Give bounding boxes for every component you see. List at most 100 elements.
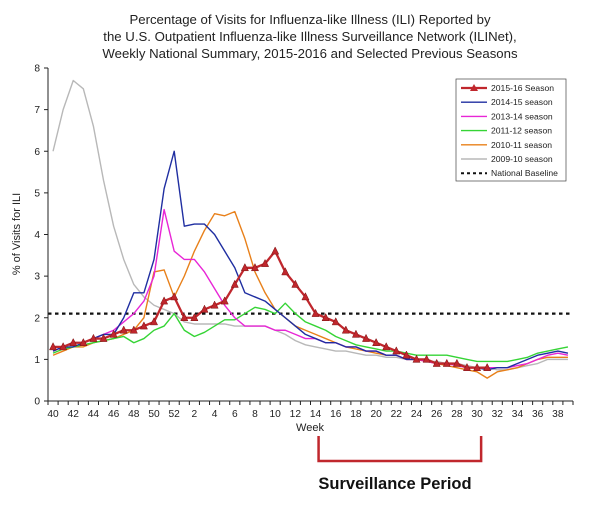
legend-label: 2011-12 season xyxy=(491,126,552,136)
data-point-2015-16 xyxy=(402,350,411,359)
x-tick-label: 22 xyxy=(391,409,403,420)
x-tick-label: 14 xyxy=(310,409,322,420)
data-point-2015-16 xyxy=(210,300,219,309)
data-point-2015-16 xyxy=(59,342,68,351)
data-point-2015-16 xyxy=(362,333,371,342)
data-point-2015-16 xyxy=(99,333,108,342)
y-tick-label: 0 xyxy=(34,397,40,408)
data-point-2015-16 xyxy=(79,337,88,346)
x-tick-label: 18 xyxy=(350,409,362,420)
legend: 2015-16 Season 2014-15 season 2013-14 seas… xyxy=(455,78,567,182)
series-line-2013-14-season xyxy=(52,208,569,369)
data-point-2015-16 xyxy=(271,246,280,255)
x-axis: 40 42 44 46 48 50 52 2 4 6 8 10 12 14 16 18 20 22 24 26 28 30… xyxy=(47,401,574,420)
x-tick-label: 48 xyxy=(128,409,140,420)
x-tick-label: 50 xyxy=(148,409,160,420)
data-point-2015-16 xyxy=(250,263,259,272)
data-point-2015-16 xyxy=(452,358,461,367)
legend-label: National Baseline xyxy=(491,168,558,178)
legend-label: 2015-16 Season xyxy=(491,83,554,93)
legend-marker xyxy=(470,84,478,91)
y-tick-label: 3 xyxy=(34,272,40,283)
data-point-2015-16 xyxy=(220,296,229,305)
data-point-2015-16 xyxy=(321,312,330,321)
data-point-2015-16 xyxy=(301,292,310,301)
x-tick-label: 4 xyxy=(212,409,218,420)
data-point-2015-16 xyxy=(139,321,148,330)
data-point-2015-16 xyxy=(372,337,381,346)
y-tick-label: 8 xyxy=(34,64,40,75)
data-point-2015-16 xyxy=(331,317,340,326)
legend-label: 2010-11 season xyxy=(491,140,552,150)
data-point-2015-16 xyxy=(170,292,179,301)
title-line-1: Percentage of Visits for Influenza-like … xyxy=(129,12,491,27)
title-line-2: the U.S. Outpatient Influenza-like Illne… xyxy=(103,29,516,44)
data-point-2015-16 xyxy=(473,362,482,371)
surveillance-bracket xyxy=(317,436,483,463)
axes xyxy=(47,68,573,402)
data-point-2015-16 xyxy=(382,342,391,351)
data-point-2015-16 xyxy=(129,325,138,334)
x-tick-label: 16 xyxy=(330,409,342,420)
x-tick-label: 6 xyxy=(232,409,238,420)
y-axis: 0 1 2 3 4 5 6 7 8 xyxy=(34,64,48,408)
data-point-2015-16 xyxy=(150,317,159,326)
x-tick-label: 28 xyxy=(451,409,463,420)
data-point-2015-16 xyxy=(240,263,249,272)
y-tick-label: 2 xyxy=(34,313,40,324)
data-point-2015-16 xyxy=(190,312,199,321)
x-tick-label: 52 xyxy=(169,409,181,420)
data-point-2015-16 xyxy=(432,358,441,367)
data-point-2015-16 xyxy=(281,267,290,276)
x-tick-label: 46 xyxy=(108,409,120,420)
series-line-2015-16-season xyxy=(53,249,488,369)
x-tick-label: 10 xyxy=(269,409,281,420)
data-point-2015-16 xyxy=(69,337,78,346)
legend-label: 2009-10 season xyxy=(491,154,553,164)
data-point-2015-16 xyxy=(442,358,451,367)
data-point-2015-16 xyxy=(200,304,209,313)
data-point-2015-16 xyxy=(392,346,401,355)
series-line-2010-11-season xyxy=(52,210,568,379)
data-point-2015-16 xyxy=(291,279,300,288)
x-tick-label: 32 xyxy=(492,409,504,420)
x-axis-title: Week xyxy=(296,422,324,434)
x-tick-label: 26 xyxy=(431,409,443,420)
series-line-2014-15-season xyxy=(52,150,569,371)
data-point-2015-16 xyxy=(483,362,492,371)
y-tick-label: 5 xyxy=(34,188,40,199)
data-point-2015-16 xyxy=(160,296,169,305)
x-tick-label: 24 xyxy=(411,409,423,420)
legend-item: 2011-12 season xyxy=(461,126,552,136)
y-axis-title: % of Visits for ILI xyxy=(11,193,23,275)
legend-item: 2014-15 season xyxy=(461,97,553,107)
legend-label: 2014-15 season xyxy=(491,97,553,107)
x-tick-label: 38 xyxy=(552,409,564,420)
y-tick-label: 7 xyxy=(34,105,40,116)
data-point-2015-16 xyxy=(180,312,189,321)
title-line-3: Weekly National Summary, 2015-2016 and S… xyxy=(102,46,518,61)
x-tick-label: 34 xyxy=(512,409,524,420)
surveillance-period-label: Surveillance Period xyxy=(318,475,471,493)
y-tick-label: 6 xyxy=(34,147,40,158)
x-tick-label: 20 xyxy=(370,409,382,420)
legend-item: 2015-16 Season xyxy=(461,83,554,93)
data-point-2015-16 xyxy=(49,342,58,351)
x-tick-label: 44 xyxy=(88,409,100,420)
data-point-2015-16 xyxy=(351,329,360,338)
data-point-2015-16 xyxy=(422,354,431,363)
x-tick-label: 30 xyxy=(471,409,483,420)
chart-title: Percentage of Visits for Influenza-like … xyxy=(102,12,518,61)
x-tick-label: 36 xyxy=(532,409,544,420)
x-tick-label: 8 xyxy=(252,409,258,420)
legend-item: 2013-14 season xyxy=(461,111,553,121)
data-point-2015-16 xyxy=(341,325,350,334)
data-point-2015-16 xyxy=(412,354,421,363)
x-tick-label: 2 xyxy=(192,409,198,420)
legend-item: National Baseline xyxy=(461,168,558,178)
data-point-2015-16 xyxy=(89,333,98,342)
x-tick-label: 12 xyxy=(290,409,302,420)
data-point-2015-16 xyxy=(119,325,128,334)
surveillance-period-annotation: Surveillance Period xyxy=(317,436,483,493)
data-point-2015-16 xyxy=(462,362,471,371)
